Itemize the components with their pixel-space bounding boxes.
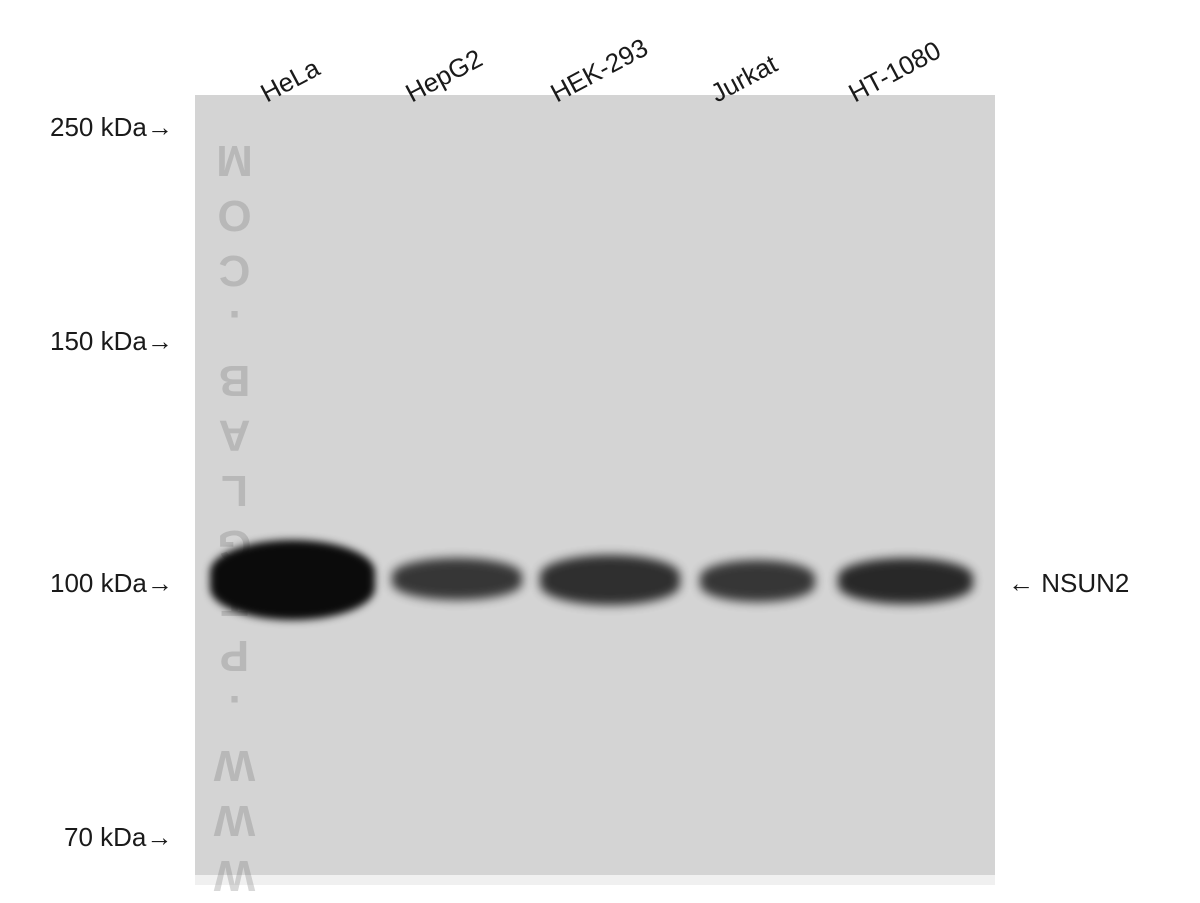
band-hek293: [540, 555, 680, 605]
marker-100kda: 100 kDa→: [50, 568, 173, 599]
band-ht1080: [838, 558, 973, 604]
target-label-nsun2: ← NSUN2: [1008, 568, 1129, 599]
watermark-text: WWW.PTGLAB.COM: [210, 130, 260, 900]
blot-bottom-edge: [195, 875, 995, 885]
marker-70kda: 70 kDa→: [64, 822, 172, 853]
marker-150kda: 150 kDa→: [50, 326, 173, 357]
band-hela: [210, 540, 375, 620]
figure-root: WWW.PTGLAB.COM HeLa HepG2 HEK-293 Jurkat…: [0, 0, 1200, 903]
marker-250kda: 250 kDa→: [50, 112, 173, 143]
band-jurkat: [700, 560, 815, 602]
blot-membrane: [195, 95, 995, 885]
band-hepg2: [392, 558, 522, 600]
